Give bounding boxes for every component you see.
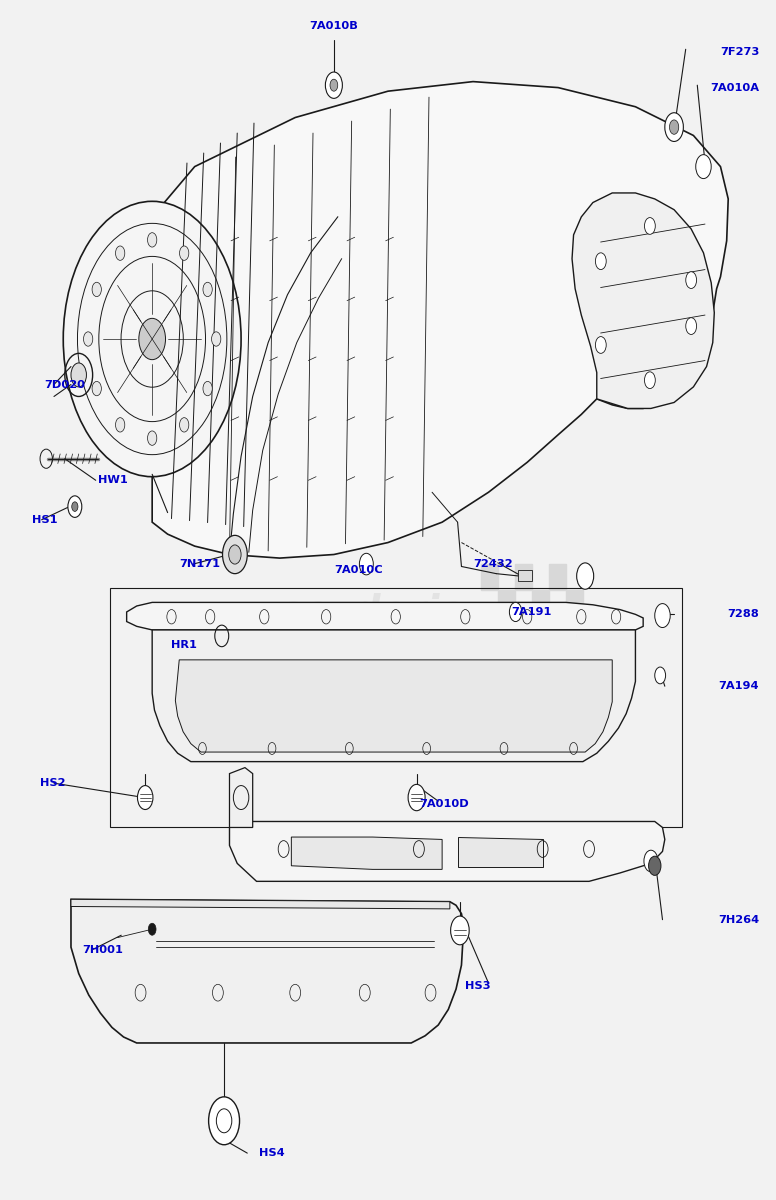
Polygon shape — [572, 193, 714, 408]
Bar — [514, 564, 532, 590]
Circle shape — [92, 282, 102, 296]
Circle shape — [116, 246, 125, 260]
Text: scuderia: scuderia — [279, 593, 466, 631]
Circle shape — [408, 785, 425, 811]
Polygon shape — [175, 660, 612, 752]
Circle shape — [649, 857, 661, 875]
Circle shape — [203, 382, 213, 396]
Polygon shape — [152, 630, 636, 762]
Bar — [532, 643, 549, 670]
Circle shape — [71, 362, 86, 386]
Polygon shape — [230, 822, 665, 881]
Polygon shape — [291, 838, 442, 869]
Circle shape — [451, 916, 469, 944]
Circle shape — [179, 418, 189, 432]
Circle shape — [577, 563, 594, 589]
Circle shape — [645, 217, 655, 234]
Circle shape — [116, 418, 125, 432]
Circle shape — [655, 604, 670, 628]
Text: 7288: 7288 — [727, 610, 759, 619]
Circle shape — [686, 318, 697, 335]
Bar — [549, 670, 566, 696]
Bar — [566, 590, 583, 617]
Circle shape — [212, 332, 221, 346]
Circle shape — [509, 602, 521, 622]
Text: HS2: HS2 — [40, 778, 65, 788]
Circle shape — [359, 553, 373, 575]
Polygon shape — [71, 899, 450, 908]
Circle shape — [644, 851, 658, 871]
Circle shape — [64, 202, 241, 476]
Bar — [549, 617, 566, 643]
Bar — [481, 564, 497, 590]
Polygon shape — [152, 82, 728, 558]
Circle shape — [330, 79, 338, 91]
Text: carmart: carmart — [298, 646, 447, 679]
Circle shape — [139, 318, 165, 360]
Bar — [566, 643, 583, 670]
Circle shape — [179, 246, 189, 260]
Text: HR1: HR1 — [171, 641, 197, 650]
Bar — [481, 670, 497, 696]
Circle shape — [325, 72, 342, 98]
Text: 7A010D: 7A010D — [419, 798, 469, 809]
Text: HS4: HS4 — [259, 1148, 285, 1158]
Bar — [518, 570, 532, 581]
Text: 7A010C: 7A010C — [334, 565, 383, 575]
Circle shape — [696, 155, 712, 179]
Text: 7A194: 7A194 — [719, 682, 759, 691]
Polygon shape — [71, 899, 464, 1043]
Circle shape — [223, 535, 248, 574]
Bar — [497, 590, 514, 617]
Bar — [532, 590, 549, 617]
Bar — [514, 617, 532, 643]
Circle shape — [595, 253, 606, 270]
Circle shape — [595, 336, 606, 353]
Circle shape — [68, 496, 81, 517]
Bar — [549, 564, 566, 590]
Circle shape — [137, 786, 153, 810]
Circle shape — [665, 113, 684, 142]
Text: 7A010A: 7A010A — [710, 83, 759, 92]
Bar — [109, 588, 682, 828]
Text: 7N171: 7N171 — [179, 559, 220, 569]
Circle shape — [670, 120, 679, 134]
Circle shape — [209, 1097, 240, 1145]
Text: HS3: HS3 — [466, 980, 491, 990]
Circle shape — [203, 282, 213, 296]
Circle shape — [71, 502, 78, 511]
Polygon shape — [458, 838, 542, 866]
Text: 7D020: 7D020 — [44, 379, 85, 390]
Text: HW1: HW1 — [98, 475, 128, 485]
Text: 7A191: 7A191 — [511, 607, 552, 617]
Circle shape — [148, 923, 156, 935]
Bar — [514, 670, 532, 696]
Text: 7F273: 7F273 — [720, 47, 759, 56]
Polygon shape — [230, 768, 253, 828]
Text: HS1: HS1 — [33, 515, 58, 524]
Circle shape — [655, 667, 666, 684]
Bar — [497, 643, 514, 670]
Circle shape — [84, 332, 93, 346]
Circle shape — [147, 233, 157, 247]
Circle shape — [645, 372, 655, 389]
Circle shape — [229, 545, 241, 564]
Text: 7H264: 7H264 — [718, 914, 759, 925]
Circle shape — [686, 271, 697, 288]
Text: 7H001: 7H001 — [82, 944, 123, 954]
Bar — [481, 617, 497, 643]
Polygon shape — [126, 602, 643, 630]
Circle shape — [92, 382, 102, 396]
Text: 7A010B: 7A010B — [310, 22, 359, 31]
Circle shape — [147, 431, 157, 445]
Text: 72432: 72432 — [473, 559, 513, 569]
